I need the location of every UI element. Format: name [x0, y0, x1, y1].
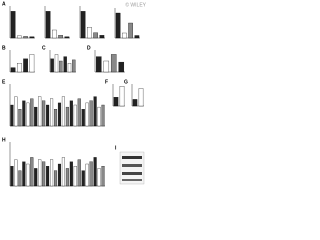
bar	[14, 159, 18, 187]
bar	[26, 102, 30, 127]
bar	[64, 36, 70, 39]
bar	[80, 11, 86, 39]
bar	[81, 170, 85, 187]
bar	[50, 159, 54, 187]
panel-label: B	[2, 45, 6, 51]
bar	[119, 86, 125, 107]
bar	[99, 35, 105, 39]
bar	[57, 163, 62, 187]
bar	[67, 63, 72, 73]
bar	[38, 159, 42, 187]
bar	[57, 102, 62, 127]
blot-band	[122, 164, 142, 167]
bar	[30, 157, 34, 187]
watermark: © WILEY	[125, 1, 146, 8]
bar	[34, 106, 38, 127]
bar	[93, 96, 97, 127]
bar	[10, 104, 14, 127]
bar	[85, 102, 89, 127]
bar	[14, 96, 18, 127]
bar	[110, 54, 117, 73]
bar	[61, 96, 65, 127]
panel-label: E	[2, 79, 6, 85]
panel-label: D	[87, 45, 91, 51]
bar	[77, 159, 81, 187]
bar	[46, 166, 50, 187]
bar	[58, 35, 63, 39]
bar	[23, 58, 28, 73]
bar	[53, 109, 58, 127]
panel-label: H	[2, 137, 6, 143]
bar	[103, 60, 110, 73]
bar	[95, 56, 102, 73]
bar	[17, 35, 22, 39]
bar	[45, 11, 51, 39]
bar	[118, 61, 125, 73]
bar	[101, 104, 105, 127]
bar	[22, 100, 26, 127]
bar	[122, 32, 127, 39]
bar	[54, 54, 59, 73]
bar	[101, 166, 105, 187]
figure: © WILEY I A B C D E F G H	[0, 0, 150, 201]
blot-band	[122, 172, 142, 175]
bar	[10, 166, 14, 187]
western-blot	[119, 151, 145, 185]
bar	[65, 168, 69, 187]
panel-label: C	[42, 45, 46, 51]
bar	[73, 166, 77, 187]
bar	[46, 104, 50, 127]
bar	[93, 157, 97, 187]
bar	[69, 100, 73, 127]
blot-band	[122, 179, 142, 181]
bar	[53, 170, 58, 187]
bar	[115, 12, 121, 39]
bar	[72, 59, 76, 73]
bar	[69, 161, 73, 187]
bar	[22, 161, 26, 187]
bar	[23, 36, 28, 39]
bar	[29, 36, 35, 39]
bar	[10, 11, 16, 39]
bar	[128, 22, 133, 39]
bar	[73, 104, 77, 127]
bar	[50, 58, 54, 73]
blot-band	[122, 156, 142, 159]
bar	[26, 163, 30, 187]
bar	[113, 97, 119, 107]
bar	[10, 67, 16, 73]
bar	[52, 29, 57, 39]
bar	[18, 170, 22, 187]
bar	[132, 99, 138, 107]
bar	[81, 109, 85, 127]
panel-label: F	[105, 79, 108, 85]
bar	[97, 106, 101, 127]
bar	[38, 96, 42, 127]
bar	[85, 163, 89, 187]
bar	[18, 109, 22, 127]
bar	[134, 35, 140, 39]
bar	[42, 100, 46, 127]
bar	[65, 106, 69, 127]
bar	[97, 168, 101, 187]
bar	[93, 32, 98, 39]
bar	[34, 168, 38, 187]
bar	[61, 157, 65, 187]
bar	[63, 56, 67, 73]
panel-label: I	[115, 145, 117, 151]
bar	[30, 98, 34, 127]
bar	[42, 161, 46, 187]
bar	[77, 98, 81, 127]
bar	[89, 100, 93, 127]
bar	[138, 88, 144, 107]
bar	[29, 54, 35, 73]
bar	[17, 63, 22, 73]
bar	[87, 27, 92, 39]
panel-label: G	[124, 79, 128, 85]
panel-label: A	[2, 1, 6, 7]
bar	[89, 161, 93, 187]
bar	[50, 98, 54, 127]
bar	[59, 60, 63, 73]
